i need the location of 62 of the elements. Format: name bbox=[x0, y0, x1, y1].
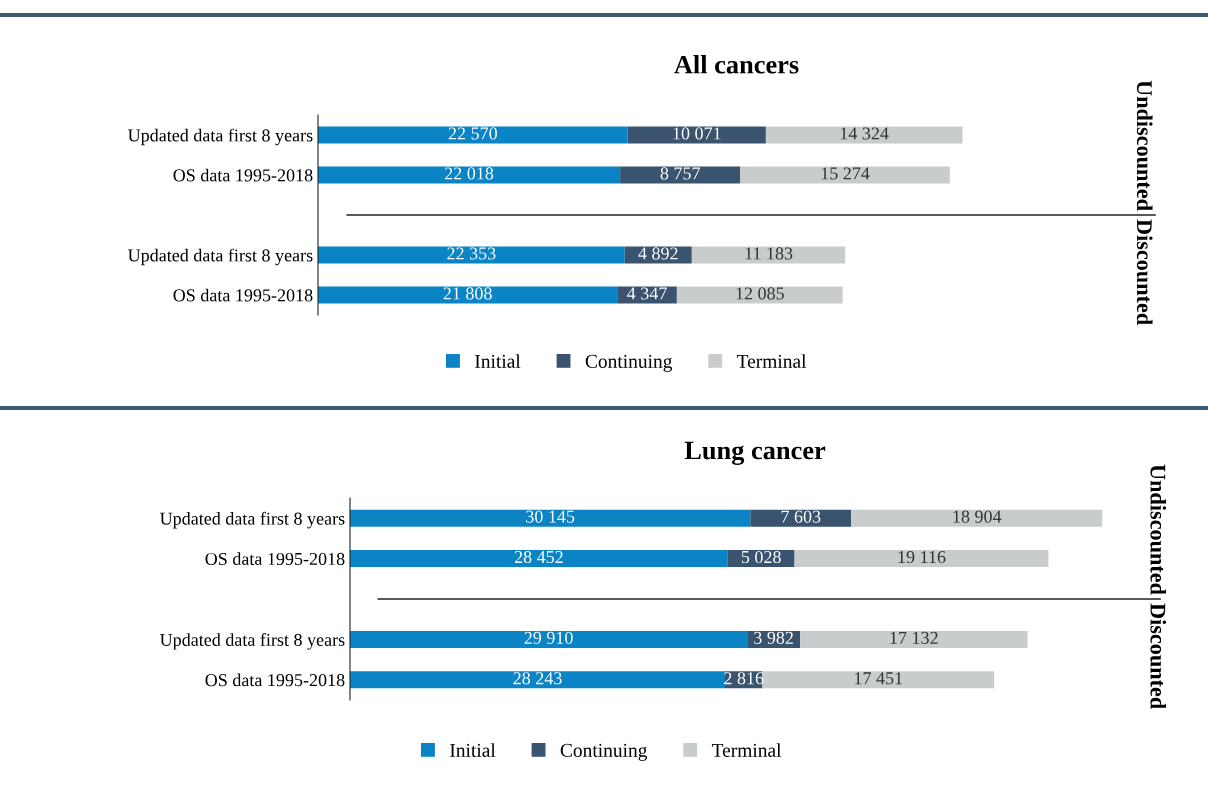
data-label: 21 808 bbox=[443, 287, 492, 300]
y-tick-label: Updated data first 8 years bbox=[160, 633, 345, 650]
bar bbox=[740, 166, 950, 184]
data-label: 8 757 bbox=[660, 167, 700, 180]
data-label: 17 451 bbox=[855, 672, 903, 685]
data-label: 18 904 bbox=[953, 510, 1002, 523]
legend-label: Continuing bbox=[560, 743, 648, 761]
bar bbox=[620, 166, 741, 184]
annotation: Undiscounted bbox=[1150, 464, 1167, 595]
legend-label: Continuing bbox=[585, 354, 673, 372]
annotation: Discounted bbox=[1136, 219, 1153, 325]
data-label: 22 353 bbox=[447, 247, 496, 260]
data-label: 7 603 bbox=[781, 510, 821, 523]
bar bbox=[350, 630, 748, 648]
chart-title: Lung cancer bbox=[684, 441, 826, 465]
bar bbox=[676, 286, 843, 304]
y-tick-label: Updated data first 8 years bbox=[128, 128, 313, 146]
data-label: 28 452 bbox=[514, 550, 563, 564]
data-label: 5 028 bbox=[741, 550, 781, 564]
bar bbox=[800, 630, 1028, 648]
annotation: Undiscounted bbox=[1136, 80, 1153, 211]
data-label: 15 274 bbox=[821, 167, 870, 180]
y-tick-label: Updated data first 8 years bbox=[128, 248, 313, 266]
bar bbox=[350, 671, 726, 689]
y-tick-label: OS data 1995-2018 bbox=[205, 673, 345, 687]
legend-label: Terminal bbox=[711, 743, 782, 757]
annotation: Discounted bbox=[1150, 603, 1167, 709]
data-label: 22 570 bbox=[448, 127, 497, 140]
data-label: 30 145 bbox=[526, 510, 575, 523]
legend-label: Terminal bbox=[736, 354, 807, 368]
legend-label: Initial bbox=[475, 354, 521, 368]
data-label: 4 892 bbox=[638, 247, 678, 260]
bar bbox=[691, 246, 846, 264]
y-tick-label: OS data 1995-2018 bbox=[173, 288, 313, 302]
data-label: 29 910 bbox=[524, 631, 573, 644]
data-label: 10 071 bbox=[673, 127, 721, 140]
bar bbox=[794, 550, 1049, 568]
y-tick-label: Updated data first 8 years bbox=[160, 511, 345, 529]
data-label: 11 183 bbox=[745, 247, 793, 260]
y-tick-label: OS data 1995-2018 bbox=[205, 552, 345, 566]
bar bbox=[318, 286, 618, 304]
bar bbox=[627, 126, 766, 144]
bar bbox=[765, 126, 963, 144]
bar bbox=[318, 126, 628, 144]
bar bbox=[350, 509, 751, 527]
data-label: 22 018 bbox=[445, 167, 494, 180]
bar bbox=[318, 246, 625, 264]
data-label: 3 982 bbox=[754, 631, 793, 644]
legend-label: Initial bbox=[450, 743, 496, 757]
bar bbox=[350, 550, 728, 568]
bar bbox=[750, 509, 852, 527]
data-label: 28 243 bbox=[513, 672, 562, 685]
data-label: 19 116 bbox=[898, 550, 946, 564]
y-tick-label: OS data 1995-2018 bbox=[173, 168, 313, 182]
data-label: 4 347 bbox=[627, 287, 667, 300]
data-label: 12 085 bbox=[736, 287, 784, 300]
bar bbox=[762, 671, 995, 689]
data-label: 14 324 bbox=[840, 127, 889, 140]
data-label: 17 132 bbox=[890, 631, 938, 644]
chart-title: All cancers bbox=[674, 55, 799, 74]
bar bbox=[318, 166, 621, 184]
bar bbox=[851, 509, 1103, 527]
